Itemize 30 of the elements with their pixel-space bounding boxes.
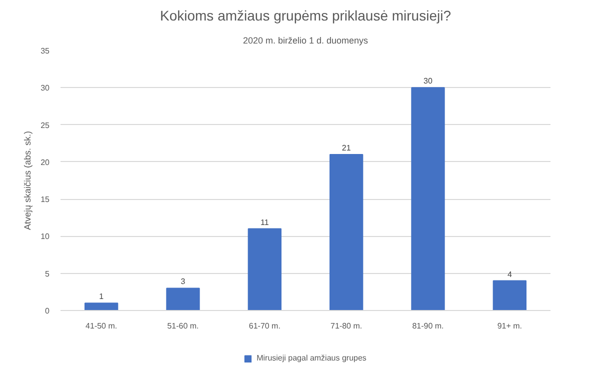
bar [492, 280, 526, 310]
bar [166, 288, 200, 310]
data-label: 1 [99, 292, 104, 302]
chart-subtitle: 2020 m. birželio 1 d. duomenys [242, 36, 369, 46]
y-tick-label: 5 [45, 269, 50, 278]
x-tick-label: 71-80 m. [330, 322, 362, 330]
y-tick-label: 0 [45, 306, 50, 316]
y-tick-label: 25 [40, 120, 50, 130]
data-label: 11 [260, 218, 270, 227]
y-tick-label: 30 [40, 84, 50, 93]
bar [248, 228, 282, 310]
data-label: 4 [507, 270, 512, 279]
x-tick-label: 41-50 m. [86, 322, 118, 330]
y-tick-label: 35 [40, 46, 50, 56]
y-axis-title: Atvejų skaičius (abs. sk.) [22, 130, 33, 230]
legend-label: Mirusieji pagal amžiaus grupes [256, 354, 366, 362]
x-tick-label: 61-70 m. [248, 322, 280, 330]
bar [330, 154, 364, 310]
bar [84, 302, 118, 310]
data-label: 3 [180, 277, 186, 286]
x-tick-label: 81-90 m. [412, 322, 444, 330]
data-label: 30 [424, 76, 433, 86]
x-tick-label: 51-60 m. [167, 322, 199, 330]
chart-title: Kokioms amžiaus grupėms priklausė mirusieji? [160, 8, 452, 24]
data-label: 21 [342, 144, 352, 152]
y-tick-label: 15 [40, 195, 50, 204]
x-tick-label: 91+ m. [497, 322, 522, 330]
y-tick-label: 10 [40, 232, 50, 242]
y-tick-label: 20 [40, 158, 50, 167]
bar [411, 87, 445, 310]
